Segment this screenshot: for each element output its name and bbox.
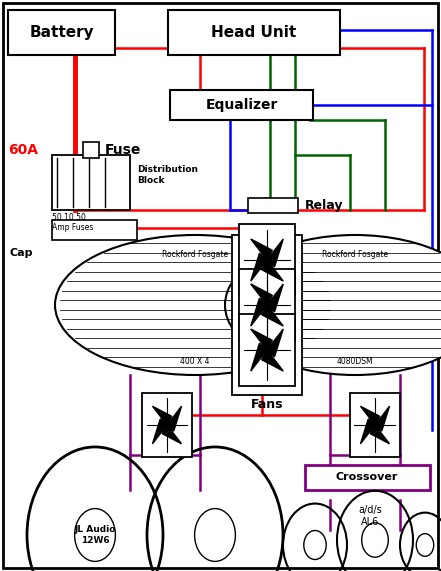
Bar — [142, 393, 192, 457]
Text: Crossover: Crossover — [336, 472, 398, 482]
Bar — [83, 142, 99, 158]
Text: JL Audio
12W6: JL Audio 12W6 — [75, 525, 116, 545]
Text: 400 X 4: 400 X 4 — [180, 356, 210, 365]
Bar — [350, 393, 400, 457]
Polygon shape — [262, 350, 283, 371]
Polygon shape — [153, 419, 167, 444]
Text: Amp Fuses: Amp Fuses — [52, 223, 93, 232]
Bar — [8, 10, 115, 55]
Text: Distribution
Block: Distribution Block — [137, 165, 198, 184]
Bar — [168, 10, 340, 55]
Bar — [239, 313, 295, 386]
Polygon shape — [153, 406, 172, 425]
Text: Rockford Fosgate: Rockford Fosgate — [322, 250, 388, 259]
Polygon shape — [267, 329, 283, 357]
Text: Cap: Cap — [10, 248, 34, 258]
Bar — [305, 465, 430, 490]
Text: 4080DSM: 4080DSM — [336, 356, 374, 365]
Ellipse shape — [55, 235, 335, 375]
Text: AL6: AL6 — [361, 517, 379, 527]
Polygon shape — [251, 343, 267, 371]
Polygon shape — [251, 298, 267, 326]
Bar — [52, 155, 130, 210]
Ellipse shape — [225, 235, 441, 375]
Polygon shape — [360, 406, 380, 425]
Text: Fuse: Fuse — [105, 143, 142, 157]
Bar — [239, 269, 295, 341]
Polygon shape — [370, 425, 389, 444]
Text: Relay: Relay — [305, 199, 344, 211]
Polygon shape — [267, 239, 283, 267]
Polygon shape — [375, 406, 389, 431]
Text: Equalizer: Equalizer — [206, 98, 278, 112]
Polygon shape — [251, 284, 272, 305]
Bar — [170, 90, 313, 120]
Polygon shape — [167, 406, 182, 431]
Text: a/d/s: a/d/s — [358, 505, 382, 515]
Polygon shape — [267, 284, 283, 312]
Text: Fans: Fans — [251, 399, 283, 412]
Text: Rockford Fosgate: Rockford Fosgate — [162, 250, 228, 259]
Text: 50 10 50: 50 10 50 — [52, 212, 86, 222]
Polygon shape — [251, 239, 272, 260]
Text: 60A: 60A — [8, 143, 38, 157]
Polygon shape — [251, 329, 272, 350]
Bar — [52, 220, 137, 240]
Polygon shape — [262, 305, 283, 326]
Polygon shape — [251, 253, 267, 281]
Polygon shape — [262, 260, 283, 281]
Bar — [248, 198, 298, 213]
Bar — [232, 235, 302, 395]
Text: Head Unit: Head Unit — [211, 25, 297, 40]
Polygon shape — [162, 425, 182, 444]
Bar — [239, 224, 295, 296]
Polygon shape — [360, 419, 375, 444]
Text: Battery: Battery — [29, 25, 94, 40]
